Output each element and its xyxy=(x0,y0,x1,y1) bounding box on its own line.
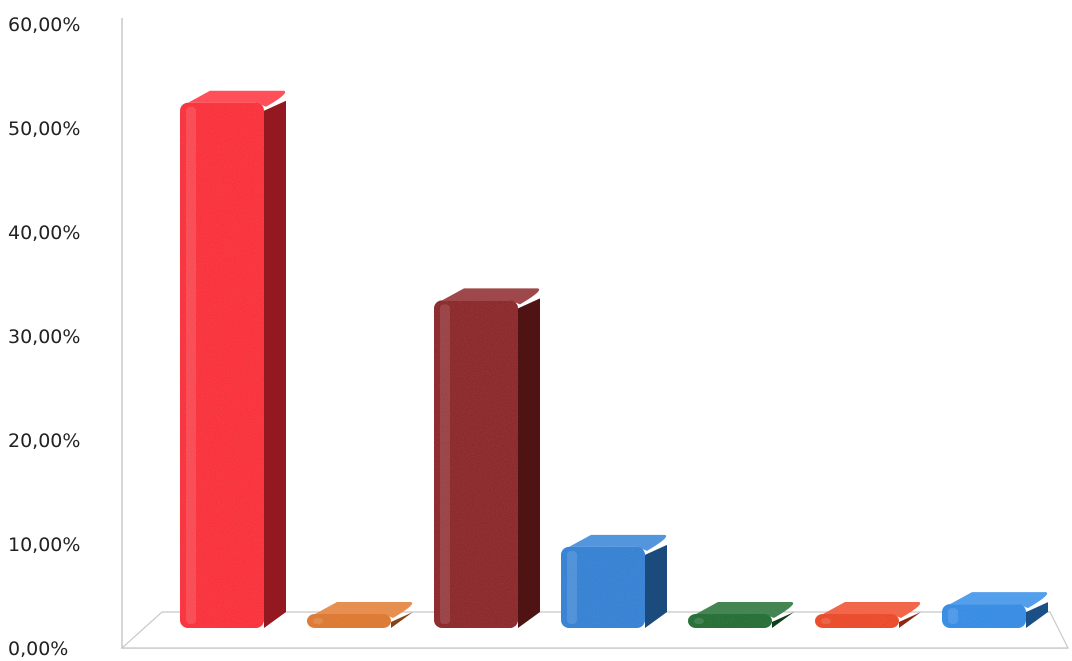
y-tick-label: 20,00% xyxy=(8,430,80,452)
y-tick-labels: 0,00% 10,00% 20,00% 30,00% 40,00% 50,00% 60,00… xyxy=(8,14,80,660)
y-tick-label: 0,00% xyxy=(8,638,68,660)
bar-texture xyxy=(180,102,264,629)
bar-highlight xyxy=(948,608,958,624)
bar-texture xyxy=(688,614,772,628)
bar xyxy=(180,90,286,629)
bar-highlight xyxy=(694,618,704,624)
bar-texture xyxy=(815,614,899,628)
bar-highlight xyxy=(567,550,577,624)
bar-highlight xyxy=(440,304,450,624)
bar xyxy=(815,602,921,628)
bar-highlight xyxy=(821,618,831,624)
bar xyxy=(561,534,667,628)
bar-side xyxy=(899,612,921,628)
bar-side xyxy=(518,298,540,628)
y-tick-label: 10,00% xyxy=(8,534,80,556)
bar-side xyxy=(645,544,667,628)
bar-highlight xyxy=(186,106,196,625)
y-tick-label: 60,00% xyxy=(8,14,80,36)
bar xyxy=(688,602,794,628)
bar-side xyxy=(772,612,794,628)
bar xyxy=(307,602,413,628)
bar-texture xyxy=(942,604,1026,628)
y-tick-label: 50,00% xyxy=(8,118,80,140)
bar-texture xyxy=(307,614,391,628)
bar-side xyxy=(391,612,413,628)
y-tick-label: 40,00% xyxy=(8,222,80,244)
bar-texture xyxy=(434,300,518,628)
bar-highlight xyxy=(313,618,323,624)
bars-layer xyxy=(180,90,1048,629)
bar xyxy=(434,288,540,628)
bar xyxy=(942,592,1048,628)
bar-side xyxy=(1026,602,1048,628)
bar-side xyxy=(264,100,286,629)
bar-texture xyxy=(561,546,645,628)
y-tick-label: 30,00% xyxy=(8,326,80,348)
